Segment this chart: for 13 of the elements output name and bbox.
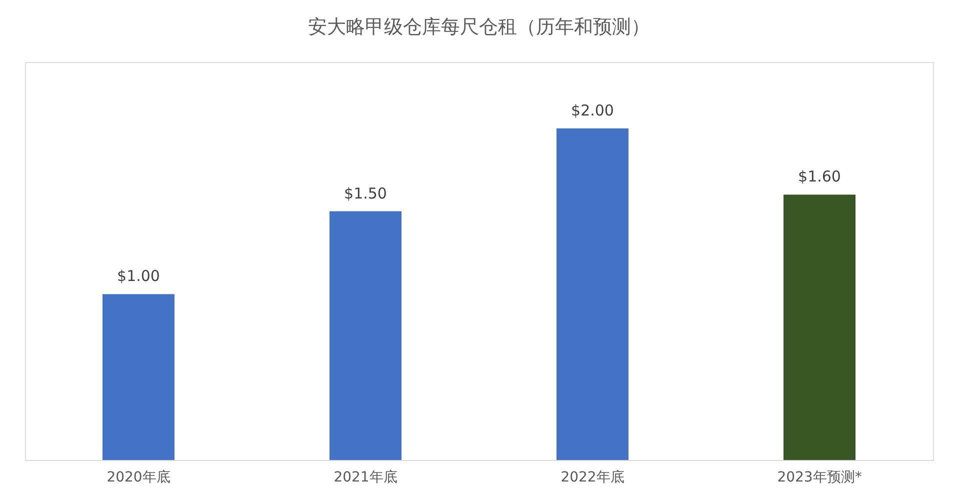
data-label: $2.00 [571, 101, 614, 120]
x-tick-label: 2023年预测* [777, 470, 862, 486]
bar [102, 294, 174, 460]
x-tick-label: 2022年底 [560, 470, 624, 486]
data-label: $1.50 [344, 184, 387, 202]
x-tick-label: 2020年底 [106, 470, 170, 486]
x-tick-label: 2021年底 [334, 470, 398, 486]
data-label: $1.00 [117, 267, 160, 286]
bar [784, 194, 856, 460]
bar [556, 128, 628, 460]
chart-title: 安大略甲级仓库每尺仓租（历年和预测） [308, 16, 650, 38]
data-label: $1.60 [798, 168, 841, 186]
bar [330, 211, 402, 460]
